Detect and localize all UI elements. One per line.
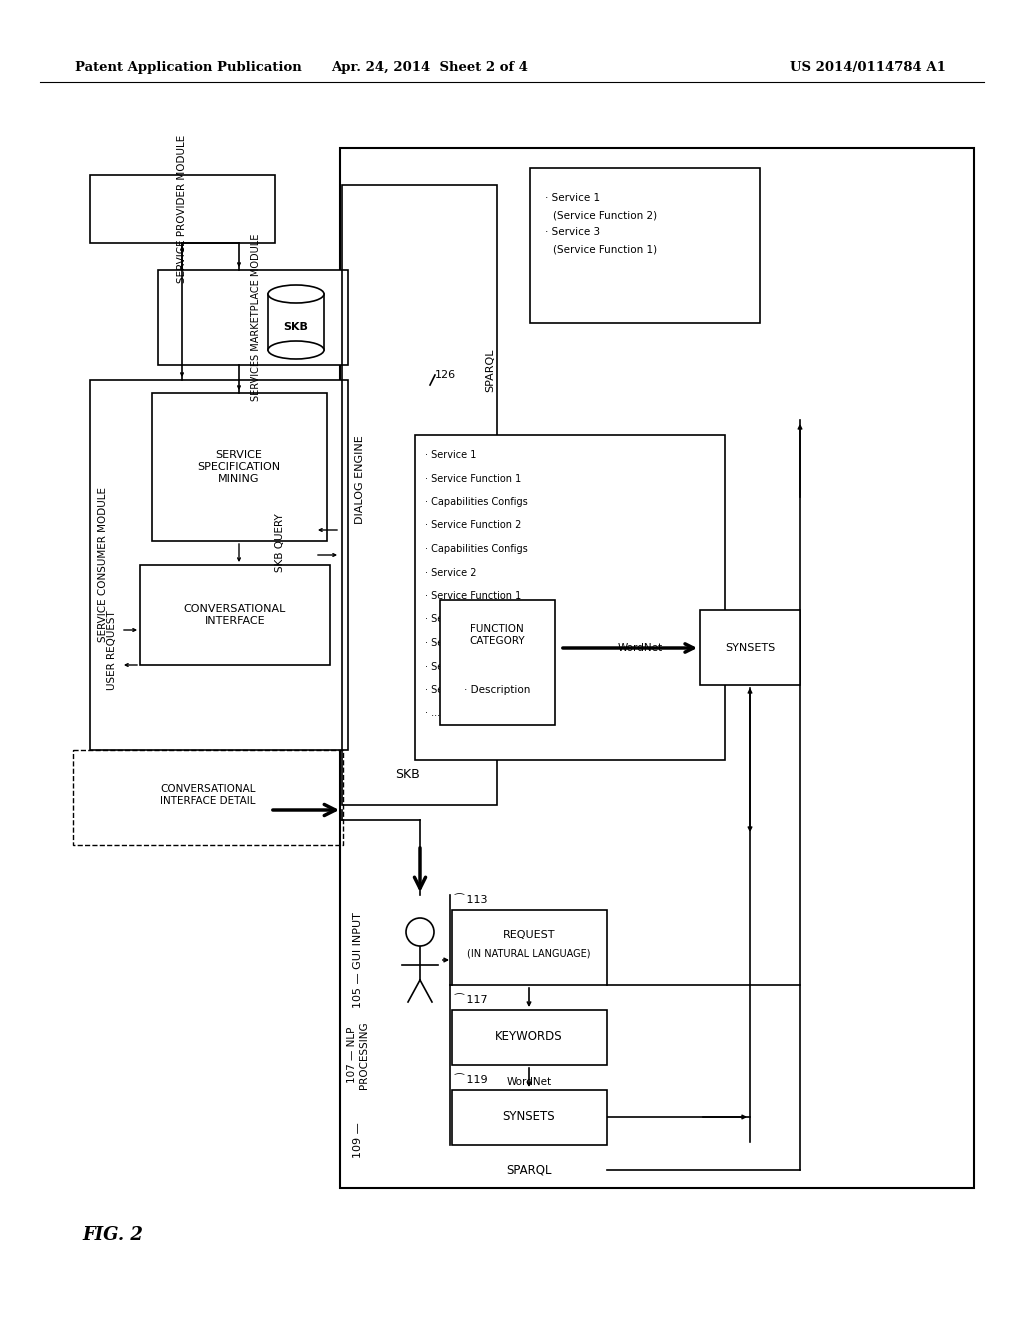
Text: WordNet: WordNet [617, 643, 663, 653]
Text: · Description: · Description [464, 685, 530, 696]
Bar [342, 185, 497, 805]
Text: (IN NATURAL LANGUAGE): (IN NATURAL LANGUAGE) [467, 948, 591, 958]
Text: SKB: SKB [284, 322, 308, 333]
Bar [140, 565, 330, 665]
Text: ⁀ 113: ⁀ 113 [454, 895, 487, 906]
Text: US 2014/0114784 A1: US 2014/0114784 A1 [790, 62, 946, 74]
Text: SERVICE CONSUMER MODULE: SERVICE CONSUMER MODULE [98, 487, 108, 643]
Text: WordNet: WordNet [507, 1077, 552, 1086]
Text: SKB QUERY: SKB QUERY [275, 513, 285, 573]
Text: 107 — NLP
PROCESSING: 107 — NLP PROCESSING [347, 1022, 369, 1089]
Text: KEYWORDS: KEYWORDS [496, 1031, 563, 1044]
Ellipse shape [268, 285, 324, 304]
Ellipse shape [268, 341, 324, 359]
Text: SERVICE
SPECIFICATION
MINING: SERVICE SPECIFICATION MINING [198, 450, 281, 483]
Text: · Capabilities Configs: · Capabilities Configs [425, 498, 527, 507]
FancyBboxPatch shape [368, 408, 952, 792]
Ellipse shape [406, 917, 434, 946]
Text: · Service 3: · Service 3 [545, 227, 600, 238]
Text: SYNSETS: SYNSETS [503, 1110, 555, 1123]
Text: CONVERSATIONAL
INTERFACE: CONVERSATIONAL INTERFACE [184, 605, 286, 626]
Bar [73, 750, 343, 845]
Text: 126: 126 [435, 370, 456, 380]
Text: ⁀ 119: ⁀ 119 [454, 1074, 487, 1085]
Bar [90, 380, 348, 750]
Text: SKB: SKB [395, 768, 420, 781]
Text: 109 —: 109 — [353, 1122, 362, 1158]
Bar [268, 294, 324, 350]
Bar [340, 148, 974, 1188]
Text: (Service Function 1): (Service Function 1) [553, 244, 657, 253]
Bar [452, 909, 607, 985]
Bar [452, 1010, 607, 1065]
Text: · Service Function 2: · Service Function 2 [425, 520, 521, 531]
Text: FIG. 2: FIG. 2 [82, 1226, 143, 1243]
Bar [90, 176, 275, 243]
Text: REQUEST: REQUEST [503, 931, 555, 940]
Bar [158, 271, 348, 366]
Text: USER REQUEST: USER REQUEST [106, 610, 117, 690]
Text: · Service 1: · Service 1 [425, 450, 476, 459]
Text: ⁀ 117: ⁀ 117 [454, 995, 487, 1005]
Text: SERVICES MARKETPLACE MODULE: SERVICES MARKETPLACE MODULE [251, 234, 261, 401]
Text: · Service 2: · Service 2 [425, 568, 476, 578]
Bar [452, 1090, 607, 1144]
Text: · Service Function 1: · Service Function 1 [425, 661, 521, 672]
Text: · ...: · ... [425, 709, 440, 718]
Text: · Capabilities Configs: · Capabilities Configs [425, 544, 527, 554]
Text: 105 — GUI INPUT: 105 — GUI INPUT [353, 912, 362, 1008]
Text: · Service Function 2: · Service Function 2 [425, 615, 521, 624]
Text: CONVERSATIONAL
INTERFACE DETAIL: CONVERSATIONAL INTERFACE DETAIL [160, 784, 256, 805]
Text: DIALOG ENGINE: DIALOG ENGINE [355, 436, 365, 524]
Bar [700, 610, 800, 685]
Text: Apr. 24, 2014  Sheet 2 of 4: Apr. 24, 2014 Sheet 2 of 4 [332, 62, 528, 74]
Bar [440, 601, 555, 725]
Text: SYNSETS: SYNSETS [725, 643, 775, 653]
Text: Patent Application Publication: Patent Application Publication [75, 62, 302, 74]
Text: · Service 1: · Service 1 [545, 193, 600, 203]
Bar [415, 436, 725, 760]
Text: FUNCTION
CATEGORY: FUNCTION CATEGORY [469, 624, 525, 645]
Text: · Service Function 2: · Service Function 2 [425, 685, 521, 696]
Bar [530, 168, 760, 323]
Text: · Service 3: · Service 3 [425, 638, 476, 648]
Text: SERVICE PROVIDER MODULE: SERVICE PROVIDER MODULE [177, 135, 187, 282]
Text: · Service Function 1: · Service Function 1 [425, 474, 521, 483]
Bar [152, 393, 327, 541]
Text: · Service Function 1: · Service Function 1 [425, 591, 521, 601]
Text: SPARQL: SPARQL [506, 1163, 552, 1176]
Text: (Service Function 2): (Service Function 2) [553, 210, 657, 220]
Text: SPARQL: SPARQL [485, 348, 495, 392]
